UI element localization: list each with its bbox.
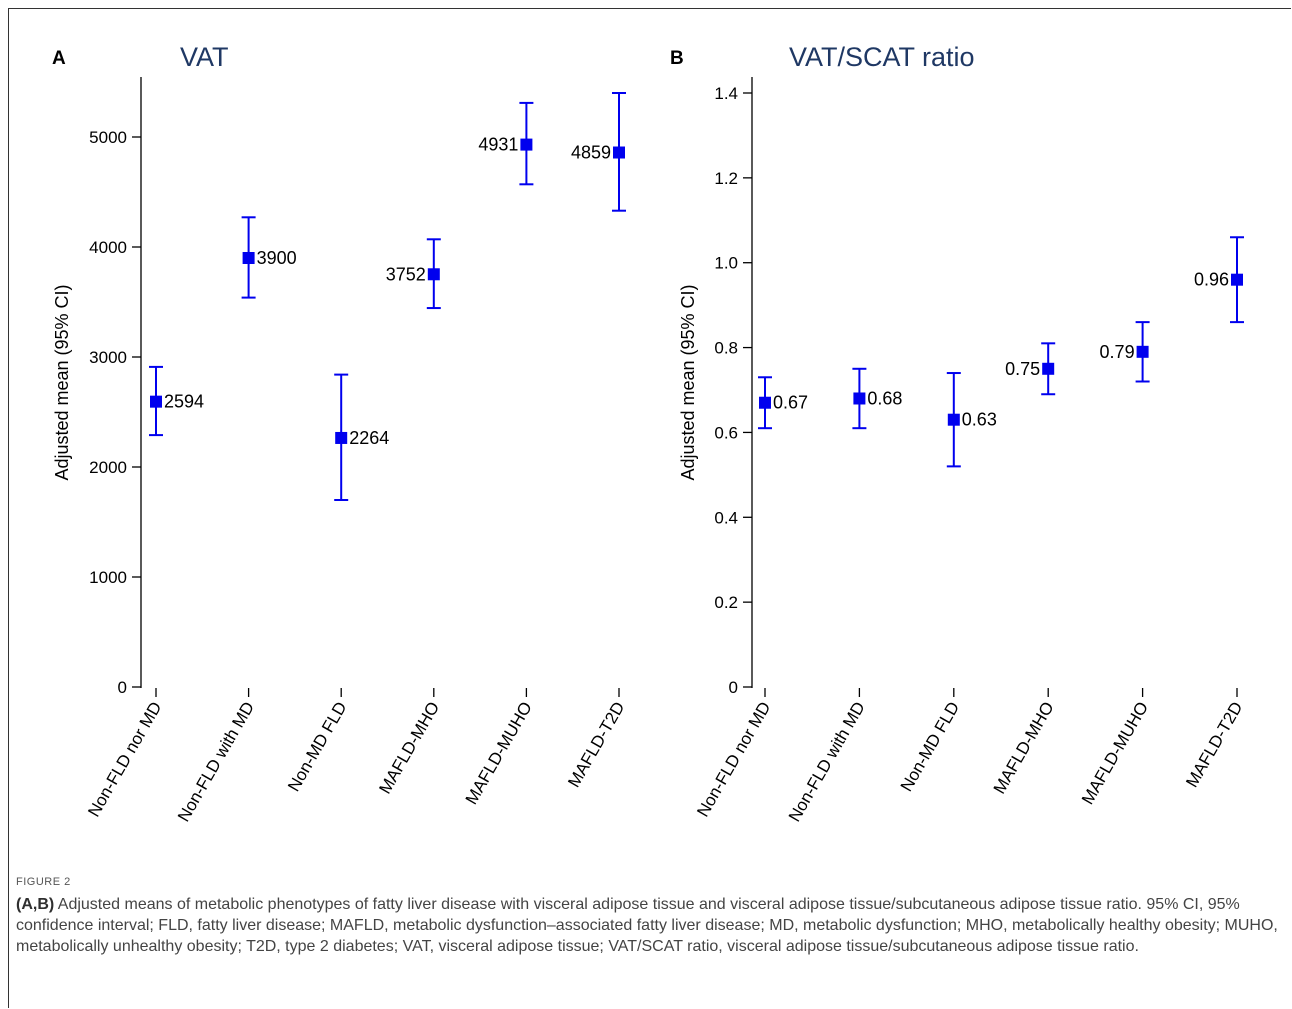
panel-letter-b: B [670, 48, 684, 69]
y-tick-label-b: 1.0 [714, 254, 738, 273]
y-tick-label-a: 3000 [89, 348, 127, 367]
y-tick-label-a: 1000 [89, 568, 127, 587]
x-tick-label-b: Non-FLD nor MD [693, 699, 774, 821]
data-label-a: 4931 [478, 135, 518, 155]
figure-caption-block: FIGURE 2 (A,B) Adjusted means of metabol… [16, 876, 1278, 957]
data-label-b: 0.75 [1005, 359, 1040, 379]
category-group-a: Non-MD FLD 2264 [284, 373, 389, 795]
data-label-a: 2264 [349, 428, 389, 448]
x-tick-label-a: MAFLD-T2D [564, 699, 628, 791]
y-tick-label-b: 0 [729, 678, 738, 697]
data-point-b [759, 396, 771, 409]
x-tick-label-a: Non-FLD nor MD [84, 699, 165, 821]
category-group-b: Non-FLD nor MD 0.67 [693, 376, 808, 821]
panel-a: A VAT 0 1000 2000 3000 4000 5000 Adjusted mean (… [52, 42, 628, 825]
data-point-b [1136, 345, 1149, 358]
y-tick-label-b: 1.4 [714, 84, 738, 103]
y-tick-label-a: 0 [118, 678, 127, 697]
x-tick-label-a: MAFLD-MUHO [462, 699, 536, 808]
y-tick-label-b: 0.6 [714, 423, 738, 442]
panel-letter-a: A [52, 48, 66, 69]
data-label-a: 2594 [164, 392, 204, 412]
data-point-a [427, 268, 440, 281]
panel-b: B VAT/SCAT ratio 0 0.2 0.4 0.6 0.8 1.0 1.2 1.4 Adj… [670, 42, 1246, 825]
category-group-b: MAFLD-MHO 0.75 [990, 342, 1058, 798]
data-point-a [150, 395, 162, 408]
y-axis-label-b: Adjusted mean (95% CI) [678, 284, 698, 480]
caption-text: Adjusted means of metabolic phenotypes o… [16, 896, 1278, 955]
y-tick-label-a: 5000 [89, 128, 127, 147]
x-tick-label-a: Non-MD FLD [284, 699, 351, 795]
x-tick-label-a: Non-FLD with MD [174, 699, 258, 825]
chart-title-a: VAT [180, 42, 229, 72]
data-point-a [520, 138, 533, 151]
data-label-a: 3900 [257, 248, 297, 268]
x-tick-label-a: MAFLD-MHO [375, 699, 443, 798]
data-point-b [853, 392, 866, 405]
data-label-b: 0.79 [1100, 342, 1135, 362]
category-group-b: MAFLD-MUHO 0.79 [1078, 321, 1152, 808]
caption-panels: (A,B) [16, 896, 55, 913]
data-point-b [947, 413, 960, 426]
y-tick-label-b: 0.2 [714, 593, 738, 612]
figure-label: FIGURE 2 [16, 876, 71, 888]
data-point-a [242, 252, 255, 264]
category-group-b: Non-FLD with MD 0.68 [785, 367, 902, 825]
data-point-b [1231, 273, 1243, 286]
x-tick-label-b: Non-MD FLD [897, 699, 964, 795]
y-axis-label-a: Adjusted mean (95% CI) [52, 284, 72, 480]
category-group-a: Non-FLD nor MD 2594 [84, 365, 204, 821]
data-point-a [613, 146, 625, 159]
data-label-a: 3752 [386, 264, 426, 284]
x-tick-label-b: MAFLD-MUHO [1078, 699, 1152, 808]
x-tick-label-b: Non-FLD with MD [785, 699, 869, 825]
data-label-b: 0.67 [773, 393, 808, 413]
category-group-a: Non-FLD with MD 3900 [174, 216, 297, 825]
category-group-a: MAFLD-T2D 4859 [564, 92, 628, 791]
data-point-b [1042, 362, 1055, 375]
figure-frame [8, 8, 1291, 1008]
figure-caption: (A,B) Adjusted means of metabolic phenot… [16, 894, 1278, 957]
data-label-b: 0.96 [1194, 270, 1229, 290]
figure-chart-area: A VAT 0 1000 2000 3000 4000 5000 Adjusted mean (… [52, 42, 1246, 825]
category-group-b: MAFLD-T2D 0.96 [1182, 236, 1246, 791]
category-group-a: MAFLD-MUHO 4931 [462, 101, 536, 808]
chart-title-b: VAT/SCAT ratio [789, 42, 975, 72]
y-tick-label-a: 2000 [89, 458, 127, 477]
category-group-b: Non-MD FLD 0.63 [897, 372, 997, 795]
x-tick-label-b: MAFLD-MHO [990, 699, 1058, 798]
data-point-a [335, 431, 348, 444]
data-label-a: 4859 [571, 143, 611, 163]
y-tick-label-b: 0.4 [714, 508, 738, 527]
x-tick-label-b: MAFLD-T2D [1182, 699, 1246, 791]
data-label-b: 0.68 [867, 388, 902, 408]
y-tick-label-b: 1.2 [714, 169, 738, 188]
data-label-b: 0.63 [962, 410, 997, 430]
y-tick-label-b: 0.8 [714, 339, 738, 358]
category-group-a: MAFLD-MHO 3752 [375, 238, 443, 798]
y-tick-label-a: 4000 [89, 238, 127, 257]
